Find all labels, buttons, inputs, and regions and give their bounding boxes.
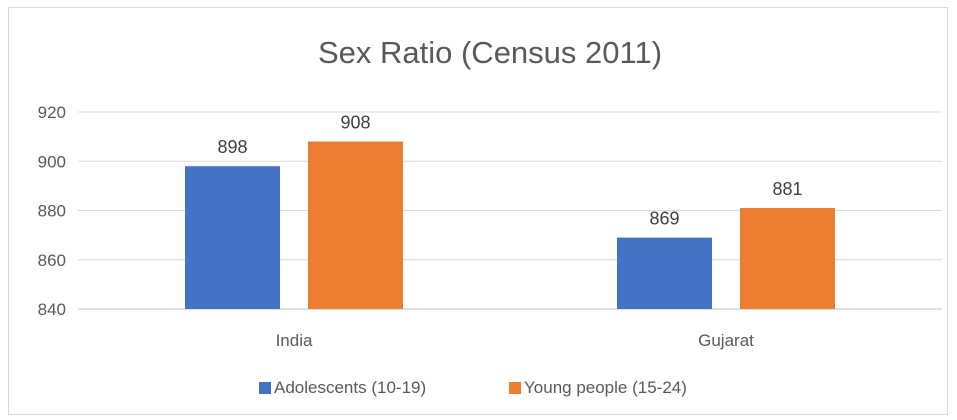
bar-gujarat-young-people [740,208,835,309]
bars [185,141,835,309]
y-tick-label: 900 [38,152,66,171]
y-axis-ticks: 840 860 880 900 920 [38,103,66,319]
chart-title: Sex Ratio (Census 2011) [318,35,662,70]
data-label: 898 [217,137,247,157]
data-label: 869 [649,209,679,229]
data-label: 908 [340,113,370,133]
y-tick-label: 880 [38,202,66,221]
legend-label: Adolescents (10-19) [274,378,426,397]
legend: Adolescents (10-19) Young people (15-24) [259,378,687,397]
category-label: Gujarat [698,331,754,350]
legend-swatch [509,382,521,394]
y-tick-label: 860 [38,251,66,270]
y-tick-label: 840 [38,300,66,319]
y-tick-label: 920 [38,103,66,122]
data-label: 881 [772,179,802,199]
bar-india-young-people [308,141,403,309]
legend-swatch [259,382,271,394]
bar-gujarat-adolescents [617,237,712,309]
x-axis-categories: India Gujarat [276,331,755,350]
data-labels: 898 908 869 881 [217,113,802,229]
category-label: India [276,331,313,350]
bar-india-adolescents [185,166,280,309]
legend-label: Young people (15-24) [524,378,687,397]
